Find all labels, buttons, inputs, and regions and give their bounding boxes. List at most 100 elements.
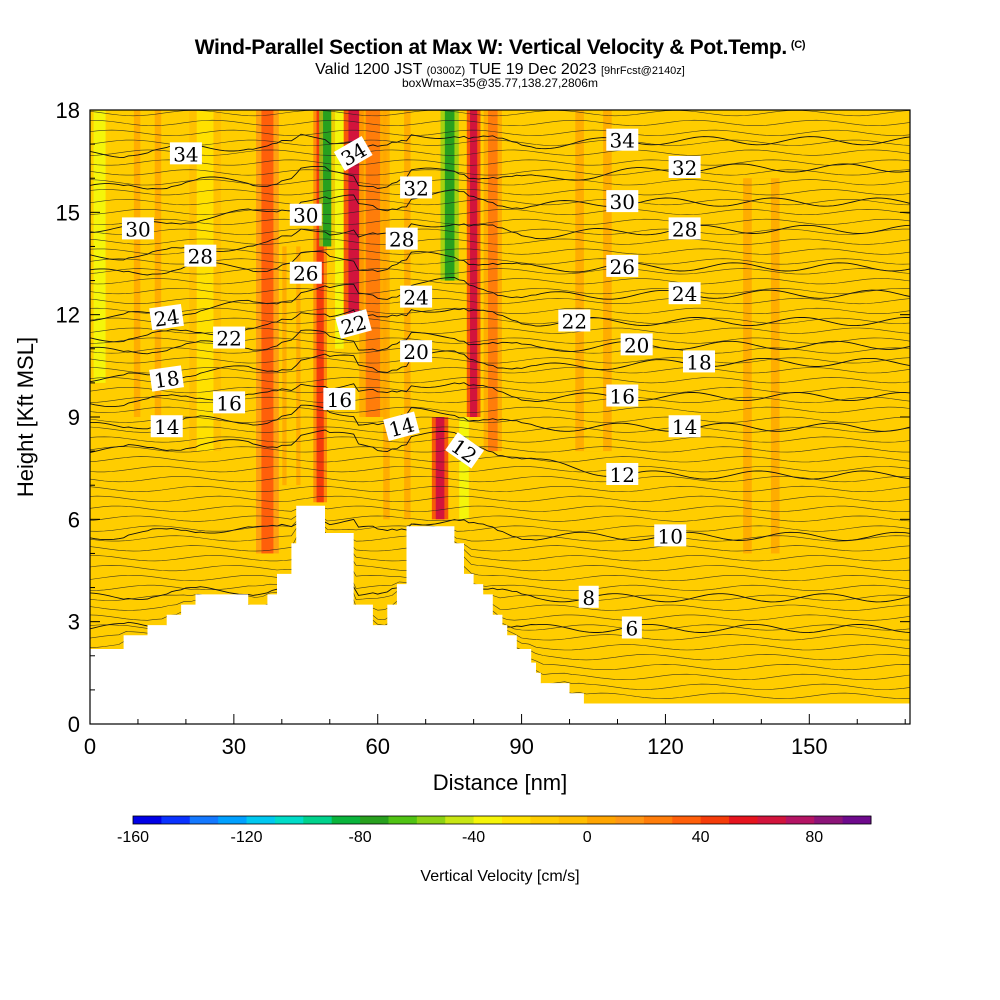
copyright-mark: (C): [790, 39, 806, 51]
theta-contour-label-text: 18: [152, 366, 181, 393]
theta-contour-label: 20: [620, 333, 653, 357]
theta-contour-line: [90, 228, 910, 235]
y-axis-label: Height [Kft MSL]: [13, 337, 38, 497]
velocity-streak: [316, 110, 324, 503]
forecast-info: [9hrFcst@2140z]: [600, 65, 685, 77]
theta-contour-label-text: 18: [686, 350, 711, 374]
theta-contour-line: [90, 466, 910, 473]
theta-contour-label-text: 16: [216, 391, 241, 415]
colorbar-swatch: [473, 816, 503, 824]
x-tick-label: 150: [791, 734, 828, 759]
x-axis: 0 30 60 90 120 150: [84, 714, 906, 759]
theta-contour-label-text: 24: [152, 304, 181, 331]
colorbar: -160 -120 -80 -40 0 40 80: [117, 815, 872, 846]
theta-contour-line: [90, 456, 910, 463]
theta-contour-line: [90, 429, 910, 480]
theta-contour-label: 16: [213, 391, 246, 415]
theta-contour-label-text: 30: [125, 217, 150, 241]
colorbar-swatch: [700, 816, 730, 824]
y-tick-label: 9: [68, 405, 80, 430]
colorbar-tick-label: 40: [692, 829, 710, 846]
theta-contour-line: [90, 307, 910, 314]
theta-contour-line: [90, 159, 910, 166]
theta-contour-label: 10: [654, 524, 687, 548]
colorbar-swatch: [246, 816, 276, 824]
theta-contour-label: 16: [606, 384, 639, 409]
theta-contour-label-text: 30: [610, 190, 635, 214]
theta-contour-line: [90, 251, 910, 276]
theta-contour-line: [90, 119, 910, 127]
velocity-streak: [470, 110, 478, 417]
colorbar-swatch: [502, 816, 531, 824]
theta-contour-label-text: 24: [403, 286, 428, 310]
theta-contour-label-text: 8: [582, 586, 595, 610]
theta-contour-line: [90, 436, 910, 443]
theta-contour-line: [90, 277, 910, 322]
theta-contour-label: 24: [400, 285, 433, 310]
colorbar-swatch: [388, 816, 418, 824]
theta-contour-label: 22: [558, 309, 591, 333]
theta-contour-label: 26: [606, 254, 639, 279]
colorbar-swatch: [729, 816, 758, 824]
theta-contour-line: [90, 258, 910, 265]
theta-contour-label-text: 34: [610, 129, 635, 153]
theta-contour-line: [90, 559, 910, 582]
theta-contour-label: 28: [668, 217, 701, 241]
theta-contour-line: [90, 163, 910, 190]
theta-contour-line: [90, 446, 910, 453]
theta-contour-label: 12: [606, 462, 639, 487]
theta-contour-label-text: 34: [173, 142, 198, 166]
theta-contour-line: [90, 278, 910, 285]
theta-contour-label-text: 16: [610, 385, 635, 409]
theta-contour-line: [90, 416, 910, 423]
theta-contour-label: 22: [213, 326, 246, 351]
colorbar-swatch: [274, 816, 304, 824]
theta-contour-line: [90, 404, 910, 432]
theta-contour-label-text: 32: [403, 176, 428, 200]
chart-subtitle: Valid 1200 JST (0300Z) TUE 19 Dec 2023 […: [90, 61, 910, 79]
box-max-info: boxWmax=35@35.77,138.27,2806m: [402, 76, 598, 90]
colorbar-swatch: [785, 816, 815, 824]
colorbar-swatch: [814, 816, 844, 824]
x-axis-label: Distance [nm]: [433, 770, 568, 795]
theta-contour-label: 30: [606, 190, 639, 214]
theta-contour-line: [90, 476, 910, 483]
theta-contour-label-text: 14: [154, 415, 179, 439]
theta-contour-label: 28: [385, 227, 418, 252]
theta-contour-line: [90, 549, 910, 572]
y-tick-label: 6: [68, 507, 80, 532]
theta-contour-label: 18: [683, 350, 716, 374]
colorbar-swatch: [360, 816, 389, 824]
theta-contour-line: [90, 218, 910, 225]
theta-contour-line: [90, 347, 910, 354]
velocity-streak: [323, 110, 332, 247]
theta-contour-label: 26: [289, 261, 322, 286]
colorbar-swatch: [218, 816, 248, 824]
theta-contour-line: [90, 288, 910, 295]
x-tick-label: 120: [647, 734, 684, 759]
colorbar-swatch: [133, 816, 162, 824]
x-tick-label: 90: [509, 734, 533, 759]
theta-contour-label-text: 10: [658, 524, 683, 548]
theta-contour-line: [90, 208, 910, 216]
theta-contour-label-text: 32: [672, 156, 697, 180]
colorbar-swatch: [416, 816, 446, 824]
theta-contour-line: [90, 248, 910, 255]
theta-contour-label-text: 28: [389, 228, 414, 252]
colorbar-swatch: [587, 816, 617, 824]
theta-contour-label: 32: [400, 176, 433, 200]
colorbar-swatch: [530, 816, 560, 824]
x-tick-label: 0: [84, 734, 96, 759]
chart-title: Wind-Parallel Section at Max W: Vertical…: [194, 36, 806, 59]
theta-contour-label-text: 26: [610, 255, 635, 279]
y-tick-label: 0: [68, 712, 80, 737]
y-tick-label: 15: [56, 200, 80, 225]
colorbar-tick-label: -160: [117, 829, 149, 846]
theta-contour-line: [90, 386, 910, 394]
colorbar-swatch: [558, 816, 588, 824]
theta-contour-line: [90, 357, 910, 364]
x-tick-label: 60: [365, 734, 389, 759]
theta-contour-line: [90, 238, 910, 245]
y-tick-label: 12: [56, 303, 80, 328]
velocity-streak: [196, 110, 214, 452]
